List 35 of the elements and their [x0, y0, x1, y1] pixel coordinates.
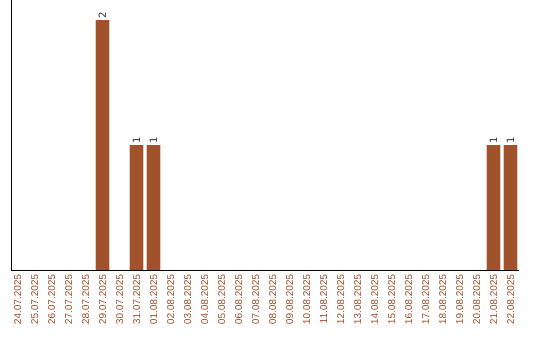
- data-label: 2: [98, 12, 109, 18]
- x-tick-label: 05.08.2025: [217, 274, 228, 324]
- x-tick-label: 28.07.2025: [81, 274, 92, 324]
- x-tick-label: 07.08.2025: [251, 274, 262, 324]
- x-tick-label: 20.08.2025: [472, 274, 483, 324]
- x-tick-label: 13.08.2025: [353, 274, 364, 324]
- x-tick-label: 06.08.2025: [234, 274, 245, 324]
- x-tick-label: 11.08.2025: [319, 274, 330, 324]
- x-tick-label: 18.08.2025: [438, 274, 449, 324]
- x-tick-label: 10.08.2025: [302, 274, 313, 324]
- data-label: 1: [149, 136, 160, 143]
- x-tick-label: 04.08.2025: [200, 274, 211, 324]
- x-tick-label: 31.07.2025: [132, 274, 143, 324]
- x-tick-label: 02.08.2025: [166, 274, 177, 324]
- x-tick-label: 26.07.2025: [47, 274, 58, 324]
- x-tick-label: 15.08.2025: [387, 274, 398, 324]
- x-tick-label: 01.08.2025: [149, 274, 160, 324]
- x-tick-label: 08.08.2025: [268, 274, 279, 324]
- data-label: 1: [132, 136, 143, 143]
- data-label: 1: [489, 136, 500, 143]
- x-tick-label: 19.08.2025: [455, 274, 466, 324]
- x-tick-label: 17.08.2025: [421, 274, 432, 324]
- x-tick-label: 09.08.2025: [285, 274, 296, 324]
- x-tick-label: 12.08.2025: [336, 274, 347, 324]
- x-tick-label: 30.07.2025: [115, 274, 126, 324]
- x-tick-label: 29.07.2025: [98, 274, 109, 324]
- data-label: 1: [506, 136, 517, 143]
- x-tick-label: 25.07.2025: [30, 274, 41, 324]
- x-tick-label: 14.08.2025: [370, 274, 381, 324]
- x-tick-label: 03.08.2025: [183, 274, 194, 324]
- x-tick-label: 22.08.2025: [506, 274, 517, 324]
- x-tick-label: 21.08.2025: [489, 274, 500, 324]
- x-tick-label: 27.07.2025: [64, 274, 75, 324]
- x-tick-label: 16.08.2025: [404, 274, 415, 324]
- x-tick-label: 24.07.2025: [13, 274, 24, 324]
